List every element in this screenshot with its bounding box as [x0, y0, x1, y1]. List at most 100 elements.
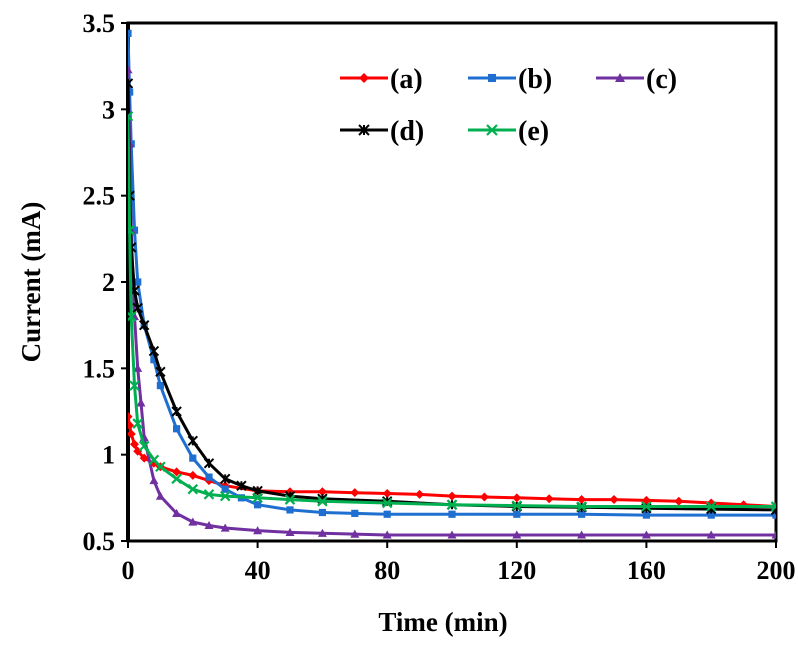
legend-entry-4: (d) [340, 116, 424, 147]
data-point [128, 420, 135, 430]
data-point [188, 517, 198, 526]
data-point [203, 458, 215, 469]
y-tick-label: 3.5 [83, 9, 116, 38]
data-point [641, 501, 652, 512]
data-point [448, 510, 456, 518]
x-axis-title: Time (min) [378, 607, 507, 637]
legend-label: (b) [518, 64, 552, 95]
x-tick-label: 200 [757, 556, 796, 585]
data-point [220, 523, 230, 532]
data-point [128, 29, 132, 37]
data-point [128, 311, 137, 322]
data-point [155, 366, 166, 377]
data-point [488, 74, 496, 82]
data-point [187, 435, 199, 447]
data-point [382, 530, 392, 539]
data-point [486, 124, 498, 136]
data-point [149, 476, 159, 485]
data-point [317, 496, 328, 507]
legend-entry-3: (c) [596, 64, 677, 95]
data-point [138, 440, 150, 452]
data-point [447, 491, 457, 501]
data-point [285, 527, 295, 536]
plot-area [126, 21, 778, 543]
data-point [382, 489, 392, 499]
data-point [155, 491, 165, 500]
legend-label: (a) [390, 64, 423, 95]
data-point [286, 506, 294, 514]
data-point [203, 489, 215, 500]
data-point [150, 356, 158, 364]
series-line [128, 116, 776, 508]
data-point [513, 510, 521, 518]
data-point [615, 73, 625, 82]
data-point [511, 500, 523, 511]
data-point [132, 302, 143, 314]
legend-label: (e) [518, 116, 549, 147]
data-point [188, 470, 198, 480]
data-point [544, 494, 554, 504]
data-point [252, 492, 263, 504]
data-point [128, 429, 136, 439]
data-point [609, 495, 619, 505]
data-point [236, 480, 247, 491]
data-point [189, 454, 197, 462]
y-tick-label: 1 [102, 441, 115, 470]
data-point [317, 528, 327, 537]
legend-entry-2: (b) [468, 64, 552, 95]
data-point [415, 489, 425, 499]
data-point [219, 473, 231, 485]
legend-entry-5: (e) [468, 116, 549, 147]
data-point [383, 510, 391, 518]
data-point [479, 492, 489, 502]
data-point [172, 467, 182, 477]
data-point [350, 488, 360, 498]
x-tick-label: 120 [497, 556, 536, 585]
data-point [148, 345, 160, 357]
data-point [705, 501, 717, 512]
legend-entry-1: (a) [340, 64, 423, 95]
data-point [173, 425, 181, 433]
data-point [576, 501, 587, 512]
x-tick-label: 0 [122, 556, 135, 585]
data-point [205, 473, 213, 481]
y-tick-label: 1.5 [83, 354, 116, 383]
data-point [317, 487, 327, 497]
data-point [133, 363, 143, 372]
data-point [512, 530, 522, 539]
data-point [136, 398, 146, 407]
y-axis-title: Current (mA) [16, 202, 46, 363]
data-point [318, 508, 326, 517]
data-point [674, 496, 684, 506]
y-tick-label: 2.5 [83, 182, 116, 211]
legend-label: (d) [390, 116, 424, 147]
data-point [187, 483, 199, 495]
data-point [139, 453, 149, 463]
legend-label: (c) [646, 64, 677, 95]
data-point [171, 473, 182, 485]
data-point [707, 511, 715, 519]
data-point [358, 124, 370, 136]
data-point [219, 490, 231, 502]
data-point [254, 501, 262, 509]
data-point [132, 418, 143, 429]
data-point [204, 520, 214, 530]
data-point [350, 529, 360, 538]
series-line [128, 69, 776, 537]
data-point [171, 406, 182, 417]
data-point [284, 494, 296, 505]
x-tick-label: 80 [374, 556, 400, 585]
y-tick-label: 3 [102, 95, 115, 124]
data-point [134, 278, 142, 286]
data-point [706, 530, 716, 539]
data-point [128, 412, 133, 422]
data-point [128, 65, 133, 74]
data-point [138, 319, 150, 331]
data-point [129, 380, 140, 391]
data-point [155, 461, 166, 473]
data-point [221, 485, 229, 493]
data-point [770, 501, 776, 512]
data-point [577, 495, 587, 505]
